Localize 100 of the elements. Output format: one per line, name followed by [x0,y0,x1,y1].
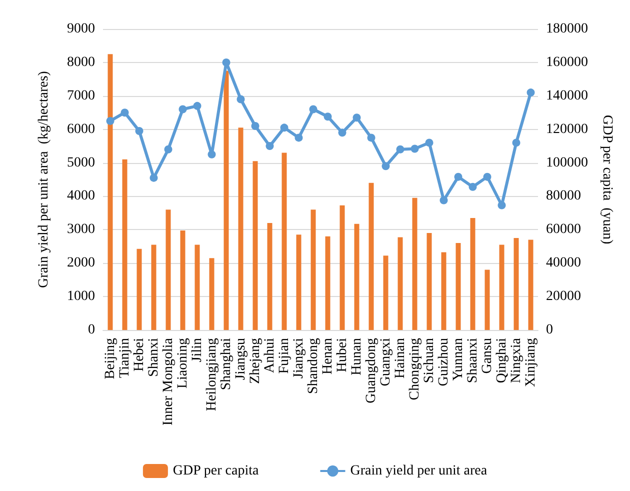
x-tick-label: Sichuan [422,338,437,384]
x-tick-label: Shanghai [218,338,234,390]
y2-tick-label: 0 [546,322,553,338]
point [178,105,187,114]
point [382,162,390,170]
x-tick-label: Fujian [276,338,292,374]
x-tick-label: Anhui [262,338,278,373]
bar [426,233,432,330]
bar [514,238,519,330]
y-tick-label: 5000 [67,155,95,170]
bar [267,222,272,330]
x-tick-label: Chongqing [407,338,422,400]
bar [470,218,476,330]
bar [136,248,142,330]
bar [354,224,360,330]
point [338,128,346,137]
point [280,124,288,132]
bar [166,210,171,330]
x-tick-label: Beijing [102,338,118,380]
bar [108,54,113,330]
point [135,127,144,136]
point [498,201,506,210]
y-tick-label: 8000 [67,54,95,70]
point [352,114,361,122]
bar [296,234,302,330]
point [367,134,376,142]
point [150,174,158,182]
bar [224,70,229,330]
point [266,142,274,150]
bar [252,161,258,330]
y-tick-label: 4000 [67,188,95,204]
point [410,144,419,153]
x-tick-label: Ningxia [508,337,524,384]
bar [383,256,388,330]
bar [151,244,156,330]
bar [122,159,128,330]
x-tick-label: Tianjin [117,338,132,378]
bar [484,270,490,330]
bar [456,243,461,330]
x-tick-label: Hainan [392,338,408,378]
y2-axis-title: GDP per capita (yuan) [600,114,614,244]
point [512,138,520,147]
y2-tick-label: 120000 [546,122,588,137]
point [425,138,434,147]
y-tick-label: 0 [88,322,95,338]
x-tick-label: Guangxi [378,338,394,386]
y-tick-label: 9000 [67,22,95,36]
x-tick-label: Hebei [132,338,147,372]
bar [441,252,446,330]
bar [398,237,403,330]
y2-tick-label: 40000 [546,256,581,271]
x-tick-label: Qinghai [494,338,510,384]
bar [310,210,316,330]
y-tick-label: 1000 [67,289,95,304]
point [440,196,448,204]
point [309,105,318,114]
point [468,182,477,191]
x-tick-label: Inner Mongolia [160,337,176,426]
x-tick-label: Shaanxi [465,338,480,384]
bar [209,258,214,330]
x-tick-label: Gansu [480,338,495,374]
point [454,172,462,181]
bar [368,182,374,330]
bar [194,244,200,330]
point [120,108,129,117]
x-tick-label: Jiangsu [233,338,248,380]
bar [282,152,287,330]
point [193,102,202,110]
x-tick-label: Hubei [334,338,350,372]
y2-tick-label: 20000 [546,289,581,304]
y-tick-label: 6000 [67,122,95,137]
x-tick-label: Jilin [190,338,205,362]
x-tick-label: Shandong [306,338,321,394]
bar [238,128,244,330]
point [483,172,492,181]
y-axis-title: Grain yield per unit area (kg/hectares) [36,70,52,288]
bar [180,230,186,330]
legend-label: GDP per capita [172,464,260,478]
y2-tick-label: 180000 [546,22,588,36]
y-tick-label: 2000 [67,256,95,271]
point [164,145,172,154]
point [236,95,245,104]
y2-tick-label: 140000 [546,88,588,104]
point [396,145,404,154]
x-tick-label: Jiangxi [291,338,306,378]
x-tick-label: Guangdong [364,338,379,404]
x-tick-label: Henan [320,338,336,375]
x-tick-label: Hunan [349,338,364,376]
bar [325,236,330,330]
bar [412,198,418,330]
x-tick-label: Xinjiang [523,338,538,387]
y2-tick-label: 100000 [546,155,588,170]
point [208,150,216,158]
point [251,122,260,130]
point [222,58,230,66]
x-tick-label: Zhejang [248,338,263,384]
point [526,88,535,97]
x-tick-label: Shanxi [146,338,162,377]
point [294,134,303,142]
x-tick-label: Liaoning [175,338,190,389]
